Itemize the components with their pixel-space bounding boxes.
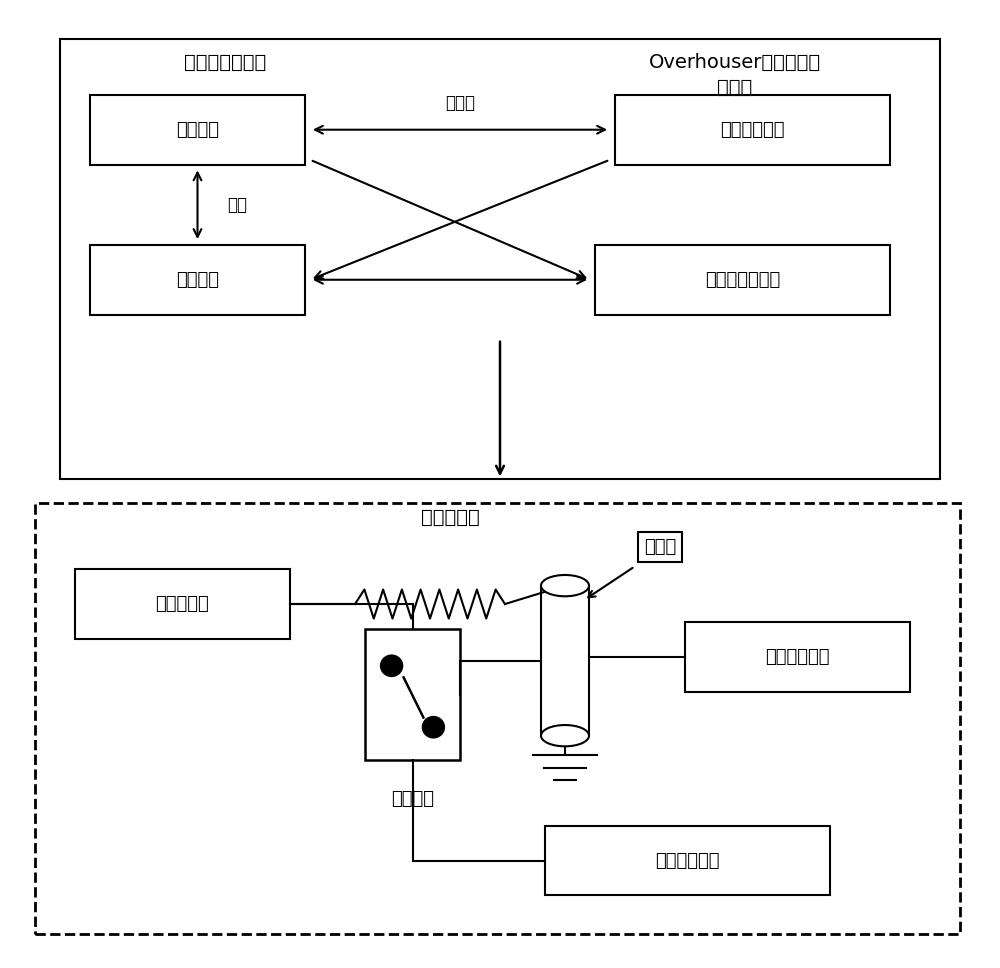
Text: 信号处理电路: 信号处理电路 xyxy=(765,649,830,666)
Text: 磁通门测量单元: 磁通门测量单元 xyxy=(184,53,266,73)
Bar xyxy=(365,629,460,760)
Circle shape xyxy=(381,655,403,677)
Ellipse shape xyxy=(541,725,589,746)
Text: Overhouser标量磁场测: Overhouser标量磁场测 xyxy=(649,53,821,73)
Bar xyxy=(60,39,940,479)
Text: 互耦合: 互耦合 xyxy=(445,94,475,111)
Bar xyxy=(541,586,589,736)
Text: 互感: 互感 xyxy=(228,196,248,214)
Text: 量单元: 量单元 xyxy=(717,77,753,97)
Bar xyxy=(685,622,910,692)
Bar xyxy=(90,95,305,165)
Text: 采样保持电路: 采样保持电路 xyxy=(655,852,720,869)
Text: 非晶丝: 非晶丝 xyxy=(644,538,676,556)
Bar xyxy=(90,245,305,315)
Text: 射频激励线圈: 射频激励线圈 xyxy=(720,121,785,138)
Bar xyxy=(75,569,290,639)
Text: 激励线圈: 激励线圈 xyxy=(176,121,219,138)
Bar xyxy=(595,245,890,315)
Circle shape xyxy=(422,716,444,738)
Text: 感应线圈: 感应线圈 xyxy=(176,271,219,288)
Text: 拉莫尔感应线圈: 拉莫尔感应线圈 xyxy=(705,271,780,288)
Text: 无圈磁通门: 无圈磁通门 xyxy=(421,508,479,528)
Bar xyxy=(615,95,890,165)
Bar xyxy=(35,503,960,934)
Ellipse shape xyxy=(541,575,589,596)
Text: 模拟开关: 模拟开关 xyxy=(391,790,434,807)
Text: 拉莫尔信号: 拉莫尔信号 xyxy=(156,595,209,613)
Bar xyxy=(545,826,830,895)
